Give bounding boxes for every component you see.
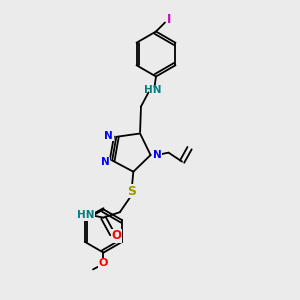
Text: N: N	[104, 130, 113, 141]
Text: N: N	[153, 150, 162, 160]
Text: I: I	[167, 13, 171, 26]
Text: O: O	[98, 258, 108, 268]
Text: N: N	[101, 157, 110, 167]
Text: S: S	[127, 185, 136, 198]
Text: HN: HN	[144, 85, 162, 95]
Text: HN: HN	[77, 210, 95, 220]
Text: O: O	[112, 229, 122, 242]
